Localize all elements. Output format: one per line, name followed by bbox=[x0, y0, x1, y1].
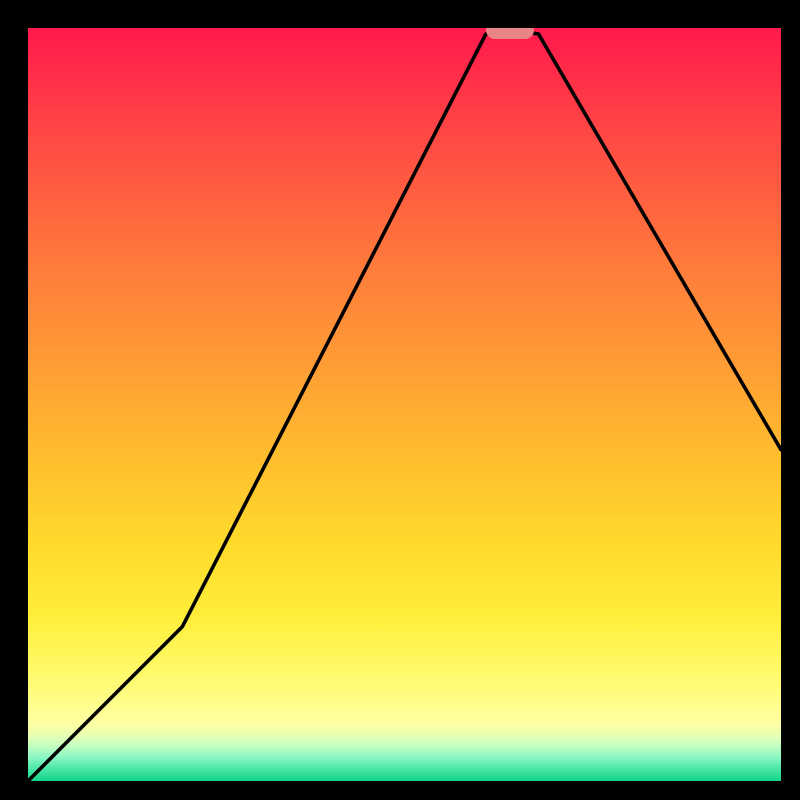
optimal-marker bbox=[486, 28, 534, 39]
border-right bbox=[781, 0, 800, 800]
border-top bbox=[0, 0, 800, 28]
plot-area bbox=[28, 28, 781, 781]
border-left bbox=[0, 0, 28, 800]
curve-path bbox=[28, 30, 781, 781]
border-bottom bbox=[0, 781, 800, 800]
chart-container: TheBottleneck.com bbox=[0, 0, 800, 800]
bottleneck-curve bbox=[28, 28, 781, 781]
